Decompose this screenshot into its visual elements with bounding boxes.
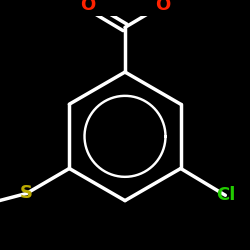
Text: O: O (80, 0, 95, 14)
Text: Cl: Cl (216, 186, 235, 204)
Text: S: S (20, 184, 33, 202)
Text: O: O (155, 0, 170, 14)
